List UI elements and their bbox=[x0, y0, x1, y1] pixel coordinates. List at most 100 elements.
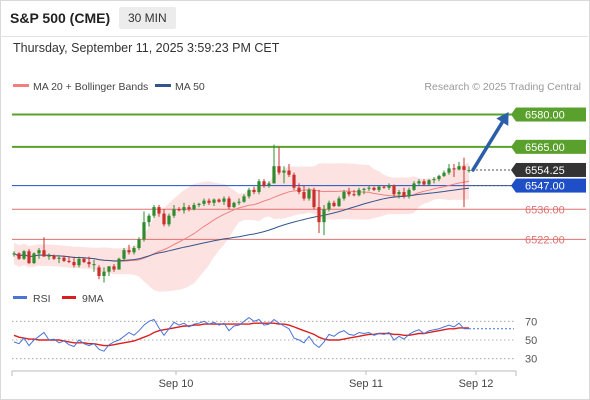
candle bbox=[412, 181, 416, 191]
candle bbox=[52, 254, 56, 260]
candle-body bbox=[417, 181, 421, 184]
candle-body bbox=[222, 198, 226, 202]
candle-body bbox=[162, 213, 166, 225]
candle bbox=[332, 200, 336, 208]
candle bbox=[32, 252, 36, 265]
candle bbox=[422, 179, 426, 186]
candle bbox=[122, 248, 126, 261]
bollinger-band-area bbox=[14, 162, 469, 292]
candle bbox=[447, 164, 451, 175]
candle-body bbox=[42, 250, 46, 257]
candle-body bbox=[237, 201, 241, 203]
price-level-badge-pointer bbox=[511, 162, 516, 177]
candlestick-layer bbox=[12, 144, 471, 283]
price-level-label-4: 6536.00 bbox=[525, 204, 565, 216]
candle bbox=[227, 196, 231, 210]
candle bbox=[217, 198, 221, 203]
candle-body bbox=[297, 187, 301, 193]
candle bbox=[377, 185, 381, 193]
candle-body bbox=[132, 248, 136, 253]
candle bbox=[437, 174, 441, 182]
candle bbox=[47, 253, 51, 260]
candle-body bbox=[427, 180, 431, 185]
candle-body bbox=[192, 204, 196, 210]
rsi-panel: 70 50 30 bbox=[12, 316, 537, 366]
candle bbox=[172, 204, 176, 218]
candle bbox=[417, 179, 421, 186]
candle bbox=[327, 200, 331, 212]
candle-body bbox=[172, 209, 176, 216]
ma50-legend-label: MA 50 bbox=[175, 81, 205, 93]
candle-body bbox=[352, 194, 356, 196]
candle-body bbox=[342, 192, 346, 199]
candle bbox=[392, 184, 396, 197]
candle-body bbox=[382, 186, 386, 188]
candle-body bbox=[62, 257, 66, 261]
candle-body bbox=[87, 262, 91, 265]
candle bbox=[137, 237, 141, 251]
rsi-legend-label: RSI bbox=[33, 293, 51, 305]
price-level-value: 6554.25 bbox=[525, 165, 565, 177]
candle bbox=[157, 204, 161, 217]
candle bbox=[77, 256, 81, 268]
candle bbox=[277, 146, 281, 175]
candle bbox=[177, 207, 181, 212]
price-level-badge-pointer bbox=[511, 178, 516, 193]
candle bbox=[142, 211, 146, 242]
rsi-tick-label: 30 bbox=[525, 354, 537, 366]
time-axis-label: Sep 11 bbox=[349, 378, 383, 390]
candle bbox=[127, 244, 131, 255]
candle-body bbox=[322, 209, 326, 223]
candle bbox=[467, 166, 471, 173]
candle-body bbox=[77, 258, 81, 266]
candle bbox=[257, 179, 261, 195]
candle bbox=[242, 194, 246, 203]
price-level-value: 6580.00 bbox=[525, 110, 565, 122]
candle-body bbox=[332, 202, 336, 207]
candle-body bbox=[442, 172, 446, 176]
rsi-ma9-legend-label: 9MA bbox=[82, 293, 104, 305]
candle-body bbox=[327, 202, 331, 210]
candle-body bbox=[57, 257, 61, 259]
candle bbox=[62, 255, 66, 263]
candle bbox=[427, 179, 431, 186]
candle-body bbox=[377, 186, 381, 190]
ma50-legend-swatch bbox=[155, 84, 171, 87]
candle bbox=[382, 185, 386, 189]
candle-body bbox=[17, 253, 21, 259]
candle-body bbox=[212, 199, 216, 203]
chart-datetime: Thursday, September 11, 2025 3:59:23 PM … bbox=[13, 41, 280, 55]
candle-body bbox=[257, 181, 261, 193]
candle bbox=[452, 164, 456, 177]
candle-body bbox=[252, 189, 256, 193]
candle-body bbox=[292, 174, 296, 188]
candle bbox=[372, 186, 376, 191]
candle-body bbox=[402, 192, 406, 197]
timeframe-button[interactable]: 30 MIN bbox=[119, 7, 176, 29]
candle bbox=[167, 213, 171, 227]
candle-body bbox=[12, 253, 16, 255]
candle bbox=[112, 264, 116, 272]
symbol-title: S&P 500 (CME) bbox=[10, 10, 111, 26]
candle-body bbox=[52, 255, 56, 259]
price-level-lines bbox=[12, 113, 586, 240]
price-level-value: 6547.00 bbox=[525, 181, 565, 193]
candle-body bbox=[177, 209, 181, 211]
candle bbox=[147, 213, 151, 227]
candle bbox=[192, 202, 196, 211]
candle-body bbox=[422, 181, 426, 185]
candle-body bbox=[467, 169, 471, 171]
candle bbox=[27, 249, 31, 265]
candle-body bbox=[47, 255, 51, 257]
rsi-ma9-line bbox=[13, 322, 469, 347]
price-level-label-2: 6554.25 bbox=[511, 162, 586, 177]
candle bbox=[102, 267, 106, 283]
candle bbox=[72, 256, 76, 268]
candle-body bbox=[227, 198, 231, 208]
candle-body bbox=[27, 251, 31, 264]
price-level-labels: 6580.00 6565.00 6554.25 6547.00 6536.00 6522.… bbox=[511, 107, 586, 246]
candle bbox=[17, 252, 21, 260]
candle-body bbox=[242, 196, 246, 202]
price-level-badge bbox=[516, 178, 586, 193]
